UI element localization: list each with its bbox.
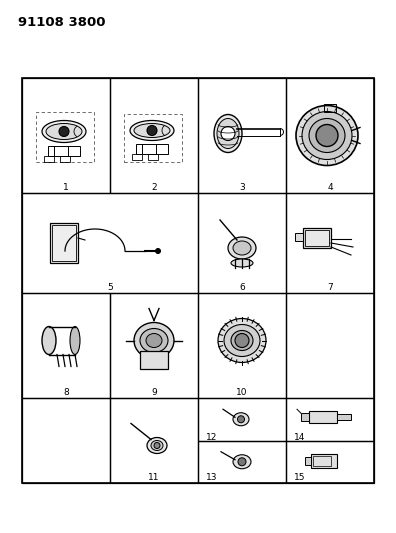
Bar bbox=[22, 78, 110, 193]
Bar bbox=[124, 114, 182, 161]
Bar bbox=[309, 411, 337, 423]
Bar bbox=[198, 440, 286, 483]
Bar bbox=[198, 78, 286, 193]
Bar bbox=[52, 225, 76, 261]
Circle shape bbox=[154, 442, 160, 448]
Text: 11: 11 bbox=[148, 473, 160, 482]
Text: 6: 6 bbox=[239, 283, 245, 292]
Circle shape bbox=[235, 334, 249, 348]
Ellipse shape bbox=[316, 125, 338, 147]
Bar bbox=[305, 457, 311, 465]
Text: 13: 13 bbox=[206, 473, 218, 482]
Ellipse shape bbox=[140, 328, 168, 352]
Bar bbox=[60, 156, 70, 161]
Ellipse shape bbox=[130, 120, 174, 141]
Ellipse shape bbox=[42, 327, 56, 354]
Bar bbox=[286, 193, 374, 293]
Bar bbox=[36, 111, 94, 161]
Bar bbox=[140, 351, 168, 368]
Ellipse shape bbox=[146, 334, 162, 348]
Bar bbox=[286, 440, 374, 483]
Text: 14: 14 bbox=[294, 433, 306, 442]
Bar bbox=[301, 413, 309, 421]
Bar bbox=[198, 193, 286, 293]
Bar bbox=[337, 414, 351, 420]
Ellipse shape bbox=[233, 413, 249, 426]
Circle shape bbox=[59, 126, 69, 136]
Bar bbox=[295, 233, 303, 241]
Bar bbox=[22, 193, 198, 293]
Bar bbox=[148, 154, 158, 159]
Ellipse shape bbox=[231, 259, 253, 267]
Bar bbox=[110, 78, 198, 193]
Ellipse shape bbox=[302, 111, 352, 159]
Text: 1: 1 bbox=[63, 183, 69, 192]
Text: 8: 8 bbox=[63, 388, 69, 397]
Ellipse shape bbox=[224, 325, 260, 357]
Ellipse shape bbox=[217, 118, 239, 149]
Bar bbox=[198, 398, 286, 440]
Circle shape bbox=[238, 416, 244, 423]
Circle shape bbox=[147, 125, 157, 135]
Text: 9: 9 bbox=[151, 388, 157, 397]
Ellipse shape bbox=[147, 438, 167, 454]
Bar bbox=[132, 154, 142, 159]
Circle shape bbox=[57, 228, 71, 242]
Bar bbox=[305, 230, 329, 246]
Circle shape bbox=[221, 126, 235, 141]
Circle shape bbox=[61, 232, 67, 238]
Bar bbox=[50, 223, 78, 263]
Bar bbox=[286, 398, 374, 440]
Bar bbox=[22, 78, 374, 483]
Bar bbox=[324, 103, 336, 111]
Text: 5: 5 bbox=[107, 283, 113, 292]
Text: 7: 7 bbox=[327, 283, 333, 292]
Text: 2: 2 bbox=[151, 183, 157, 192]
Text: 15: 15 bbox=[294, 473, 306, 482]
Bar bbox=[110, 293, 198, 398]
Ellipse shape bbox=[233, 241, 251, 255]
Ellipse shape bbox=[42, 120, 86, 142]
Bar bbox=[44, 156, 54, 161]
Bar bbox=[136, 143, 168, 154]
Circle shape bbox=[156, 248, 160, 254]
Circle shape bbox=[59, 246, 69, 256]
Ellipse shape bbox=[228, 237, 256, 259]
Bar bbox=[313, 456, 331, 466]
Circle shape bbox=[238, 458, 246, 466]
Ellipse shape bbox=[70, 327, 80, 354]
Bar bbox=[198, 293, 286, 398]
Ellipse shape bbox=[296, 106, 358, 166]
Bar bbox=[48, 146, 80, 156]
Bar bbox=[286, 293, 374, 398]
Bar bbox=[303, 228, 331, 248]
Ellipse shape bbox=[309, 118, 345, 152]
Bar bbox=[22, 398, 110, 483]
Ellipse shape bbox=[46, 124, 82, 140]
Text: 10: 10 bbox=[236, 388, 248, 397]
Bar bbox=[286, 78, 374, 193]
Ellipse shape bbox=[218, 319, 266, 362]
Ellipse shape bbox=[134, 322, 174, 359]
Ellipse shape bbox=[233, 455, 251, 469]
Ellipse shape bbox=[151, 440, 163, 450]
Bar bbox=[22, 293, 110, 398]
Ellipse shape bbox=[231, 330, 253, 351]
Bar bbox=[110, 398, 198, 483]
Text: 91108 3800: 91108 3800 bbox=[18, 16, 105, 29]
Ellipse shape bbox=[134, 124, 170, 138]
Ellipse shape bbox=[214, 115, 242, 152]
Text: 3: 3 bbox=[239, 183, 245, 192]
Text: 4: 4 bbox=[327, 183, 333, 192]
Text: 12: 12 bbox=[206, 433, 218, 442]
Bar bbox=[311, 454, 337, 468]
